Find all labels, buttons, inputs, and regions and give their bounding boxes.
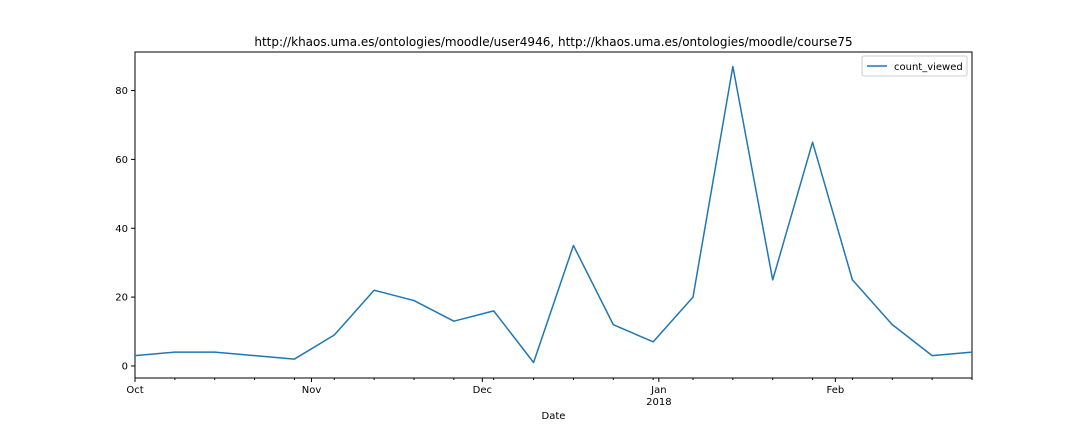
x-tick-label: Nov — [302, 385, 322, 396]
x-tick-label: Dec — [473, 385, 492, 396]
data-point — [692, 296, 695, 299]
data-point — [532, 361, 535, 364]
data-point — [333, 333, 336, 336]
data-point — [173, 351, 176, 354]
data-point — [492, 309, 495, 312]
chart-title: http://khaos.uma.es/ontologies/moodle/us… — [254, 35, 852, 49]
data-point — [731, 65, 734, 68]
y-tick-label: 80 — [115, 86, 128, 97]
plot-frame — [134, 51, 973, 379]
y-tick-label: 40 — [115, 224, 128, 235]
y-tick-label: 0 — [122, 361, 128, 372]
data-point — [612, 323, 615, 326]
y-tick-label: 60 — [115, 155, 128, 166]
data-point — [771, 278, 774, 281]
data-point — [413, 299, 416, 302]
data-point — [931, 354, 934, 357]
legend: count_viewed — [861, 55, 968, 77]
legend-box — [861, 55, 968, 77]
legend-label: count_viewed — [894, 62, 963, 73]
series-line-count-viewed — [134, 65, 973, 364]
y-tick-label: 20 — [115, 293, 128, 304]
x-tick-label: Feb — [826, 385, 844, 396]
data-point — [373, 289, 376, 292]
data-point — [572, 244, 575, 247]
x-tick-label: Oct — [126, 385, 143, 396]
data-point — [811, 141, 814, 144]
data-point — [891, 323, 894, 326]
data-point — [851, 278, 854, 281]
data-point — [652, 340, 655, 343]
data-point — [971, 351, 974, 354]
x-axis-label: Date — [542, 411, 566, 422]
data-point — [134, 354, 137, 357]
data-point — [253, 354, 256, 357]
x-tick-label: Jan — [650, 385, 666, 396]
data-point — [213, 351, 216, 354]
x-tick-sublabel: 2018 — [646, 397, 671, 408]
data-point — [293, 358, 296, 361]
data-point — [452, 320, 455, 323]
